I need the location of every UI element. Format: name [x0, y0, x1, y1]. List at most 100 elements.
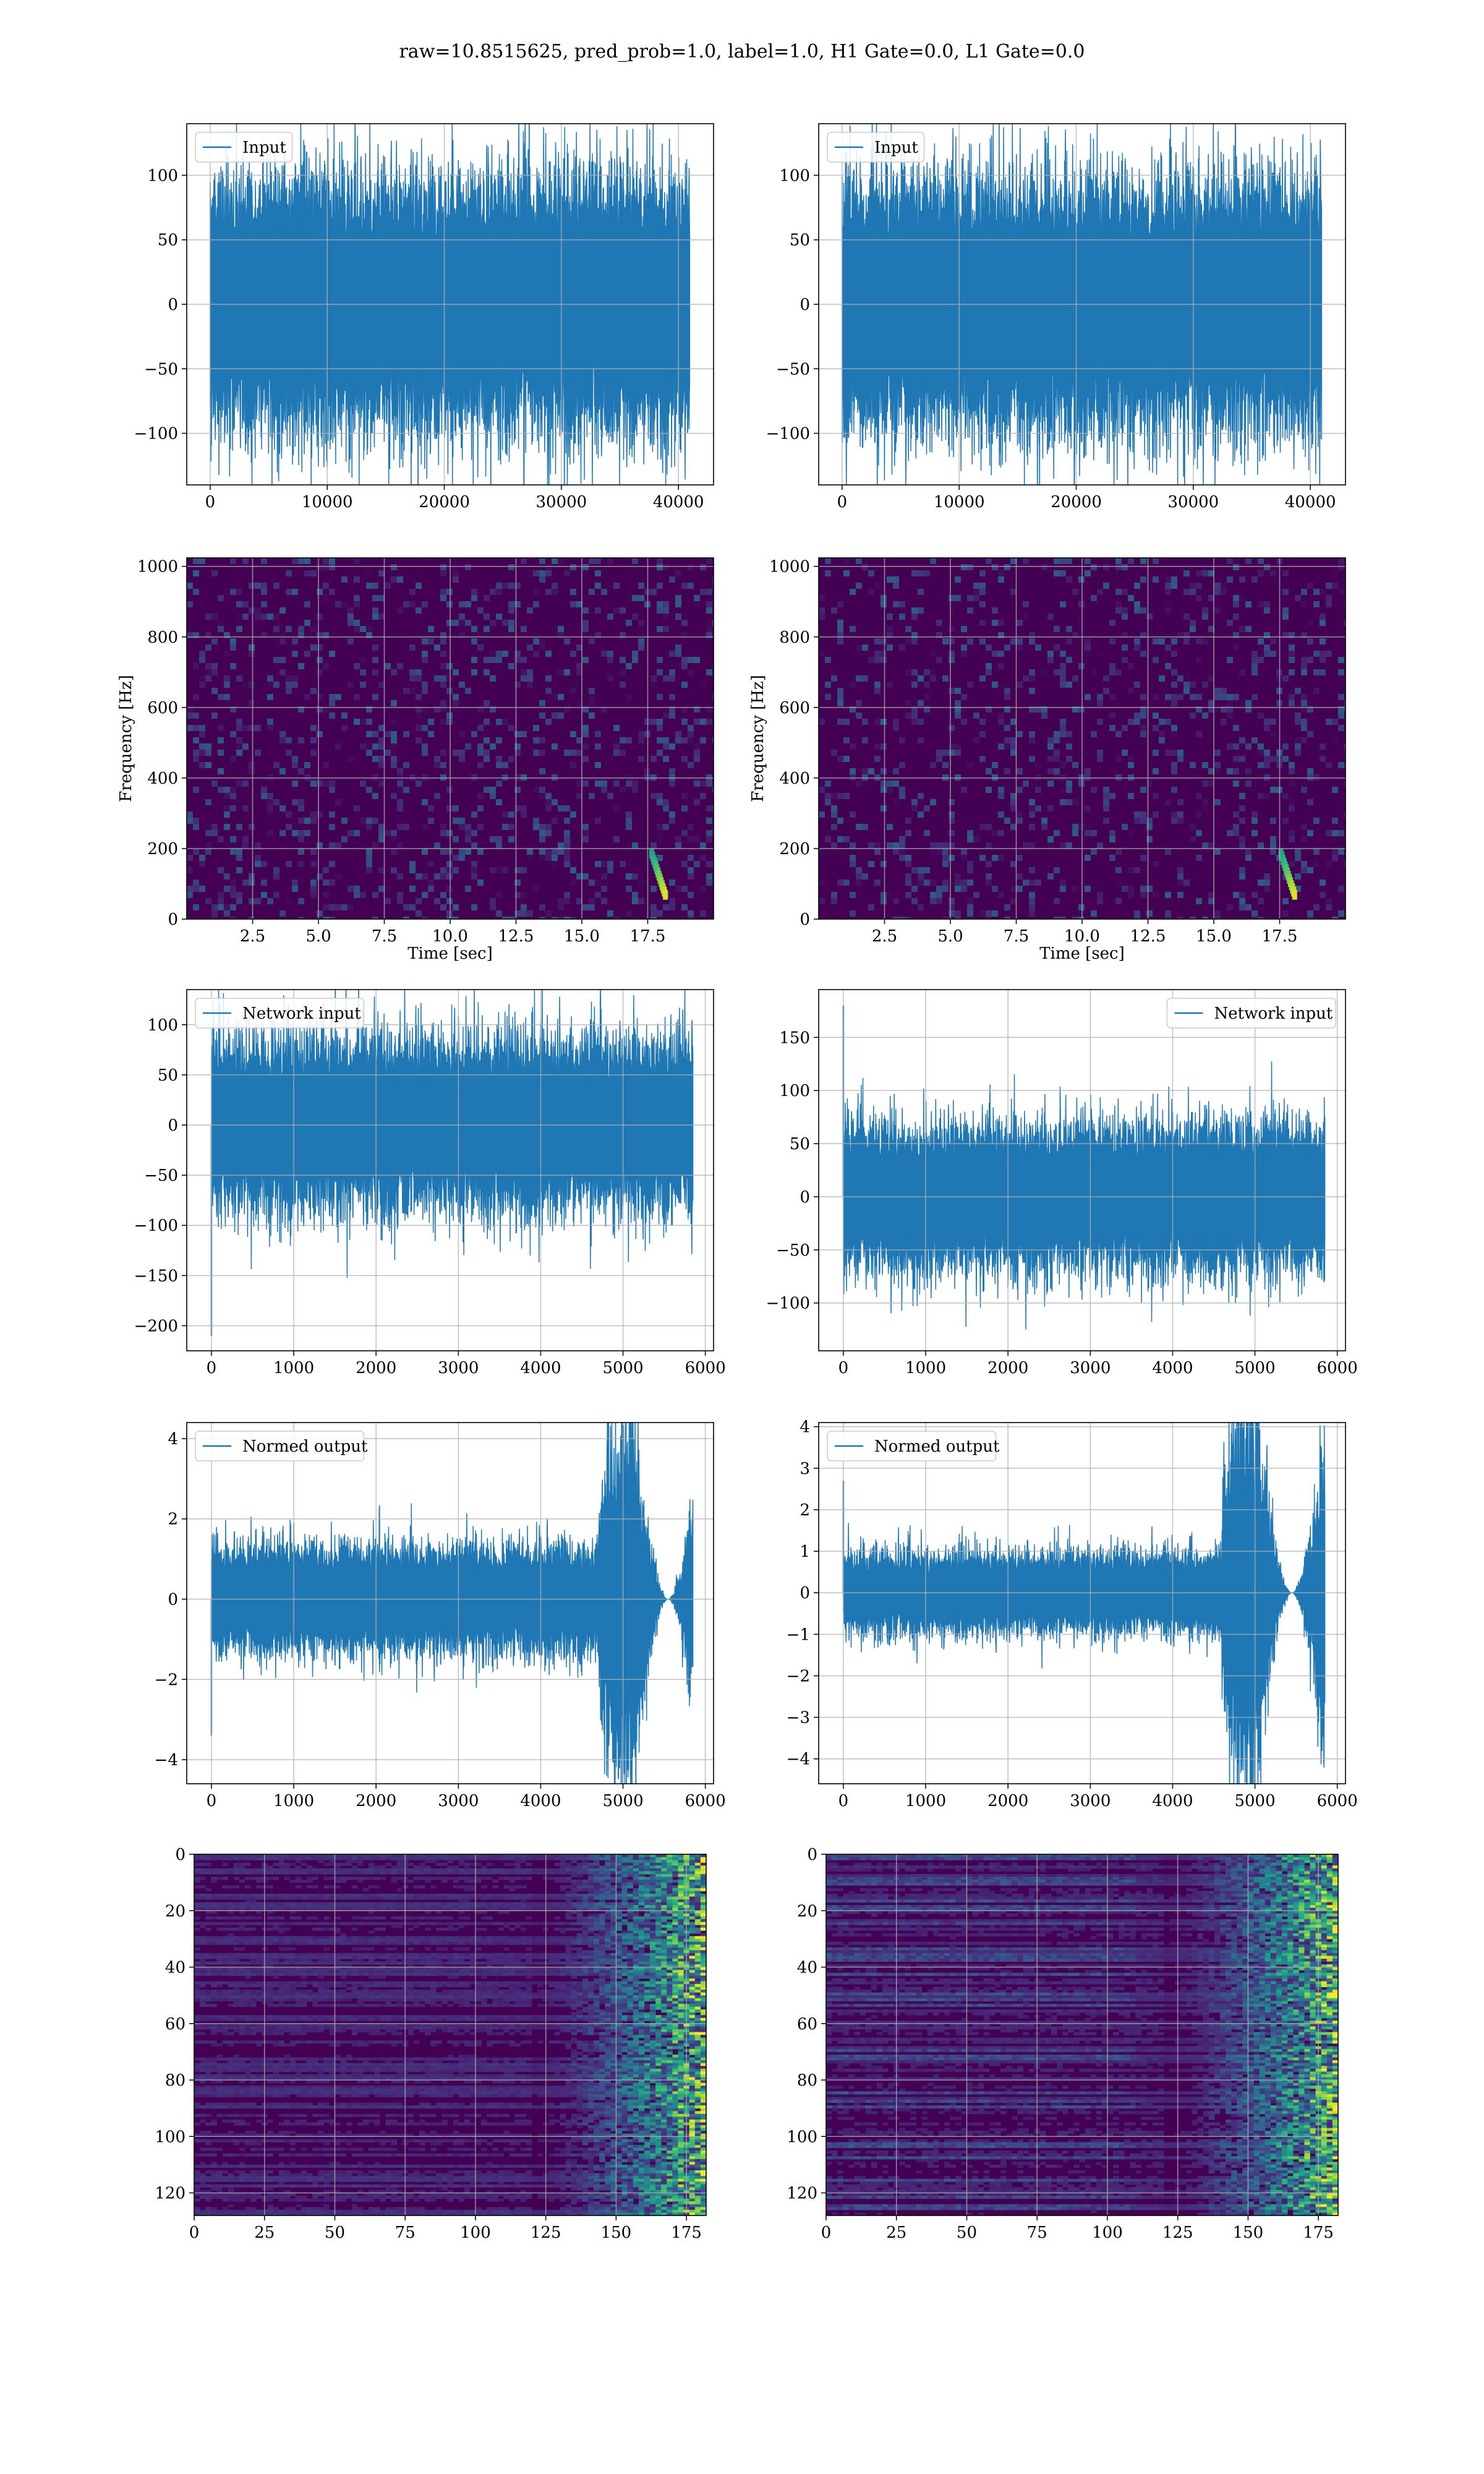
heatmap-cell: [230, 731, 236, 737]
heatmap-cell: [503, 1907, 510, 1911]
heatmap-cell: [295, 1893, 302, 1897]
heatmap-cell: [1140, 632, 1146, 638]
heatmap-cell: [650, 917, 657, 919]
heatmap-cell: [700, 1882, 706, 1886]
heatmap-cell: [469, 1893, 476, 1897]
heatmap-cell: [458, 1925, 465, 1928]
x-axis-label: Time [sec]: [407, 944, 493, 963]
heatmap-cell: [554, 1916, 560, 1920]
heatmap-cell: [657, 836, 663, 842]
heatmap-cell: [633, 1862, 639, 1866]
heatmap-cell: [831, 898, 837, 904]
heatmap-cell: [520, 1922, 527, 1925]
heatmap-cell: [440, 638, 446, 644]
heatmap-cell: [514, 1956, 521, 1959]
heatmap-cell: [655, 1913, 662, 1917]
heatmap-cell: [222, 1893, 229, 1897]
heatmap-cell: [354, 601, 360, 607]
heatmap-cell: [661, 1882, 667, 1886]
heatmap-cell: [638, 583, 644, 589]
heatmap-cell: [613, 669, 620, 675]
heatmap-cell: [850, 855, 856, 861]
heatmap-cell: [1023, 880, 1029, 886]
heatmap-cell: [1264, 750, 1270, 756]
heatmap-cell: [1307, 583, 1313, 589]
heatmap-cell: [301, 1905, 307, 1909]
heatmap-cell: [194, 1862, 200, 1866]
heatmap-cell: [850, 589, 856, 595]
heatmap-cell: [236, 601, 242, 607]
heatmap-cell: [571, 1871, 578, 1875]
heatmap-cell: [1177, 756, 1183, 762]
heatmap-cell: [576, 1936, 583, 1940]
heatmap-cell: [678, 1865, 684, 1869]
heatmap-cell: [582, 731, 589, 737]
heatmap-cell: [1165, 799, 1171, 805]
heatmap-cell: [224, 811, 230, 818]
heatmap-cell: [286, 570, 292, 576]
heatmap-cell: [490, 818, 496, 824]
heatmap-cell: [1004, 725, 1010, 731]
heatmap-cell: [644, 1880, 650, 1883]
heatmap-cell: [986, 917, 992, 919]
heatmap-cell: [193, 787, 199, 793]
heatmap-cell: [552, 818, 558, 824]
heatmap-cell: [564, 706, 570, 713]
heatmap-cell: [565, 1854, 572, 1858]
heatmap-cell: [672, 1938, 679, 1942]
heatmap-cell: [1264, 644, 1270, 651]
heatmap-cell: [430, 1896, 437, 1900]
axes-frame: [818, 989, 1346, 1351]
heatmap-cell: [694, 1930, 701, 1934]
heatmap-cell: [678, 1936, 684, 1940]
heatmap-cell: [594, 1938, 600, 1942]
y-tick-label: 0: [168, 296, 178, 314]
heatmap-cell: [621, 1953, 628, 1956]
heatmap-cell: [1159, 675, 1165, 682]
heatmap-cell: [413, 1907, 420, 1911]
heatmap-cell: [477, 706, 484, 713]
heatmap-cell: [1196, 583, 1202, 589]
heatmap-cell: [1190, 836, 1196, 842]
heatmap-cell: [986, 842, 992, 849]
heatmap-cell: [236, 781, 242, 787]
heatmap-cell: [492, 1880, 498, 1883]
heatmap-cell: [249, 917, 255, 919]
heatmap-cell: [1214, 849, 1221, 855]
heatmap-cell: [396, 1922, 403, 1925]
x-tick-label: 40000: [1285, 493, 1336, 511]
heatmap-cell: [1128, 886, 1134, 892]
heatmap-cell: [616, 1893, 623, 1897]
heatmap-cell: [1326, 861, 1332, 867]
heatmap-cell: [949, 626, 955, 632]
heatmap-cell: [930, 669, 936, 675]
heatmap-cell: [341, 576, 348, 583]
heatmap-cell: [490, 657, 496, 663]
heatmap-cell: [688, 824, 694, 830]
heatmap-cell: [458, 1860, 465, 1864]
heatmap-cell: [335, 1854, 341, 1858]
heatmap-cell: [633, 1905, 639, 1909]
heatmap-cell: [527, 682, 533, 688]
heatmap-cell: [856, 824, 862, 830]
heatmap-cell: [222, 1896, 229, 1900]
heatmap-cell: [1208, 842, 1214, 849]
heatmap-cell: [323, 1927, 330, 1931]
heatmap-cell: [357, 1938, 364, 1942]
heatmap-cell: [571, 1854, 578, 1858]
heatmap-cell: [594, 1871, 600, 1875]
heatmap-cell: [239, 1854, 245, 1858]
heatmap-cell: [582, 1888, 589, 1891]
heatmap-cell: [1282, 898, 1289, 904]
heatmap-cell: [936, 886, 942, 892]
heatmap-cell: [520, 1857, 527, 1860]
heatmap-cell: [605, 1871, 611, 1875]
heatmap-cell: [576, 1902, 583, 1906]
heatmap-cell: [310, 818, 317, 824]
heatmap-cell: [688, 892, 694, 898]
heatmap-cell: [357, 1905, 364, 1909]
heatmap-cell: [1233, 725, 1239, 731]
heatmap-cell: [378, 781, 385, 787]
heatmap-cell: [430, 1907, 437, 1911]
heatmap-cell: [545, 849, 552, 855]
